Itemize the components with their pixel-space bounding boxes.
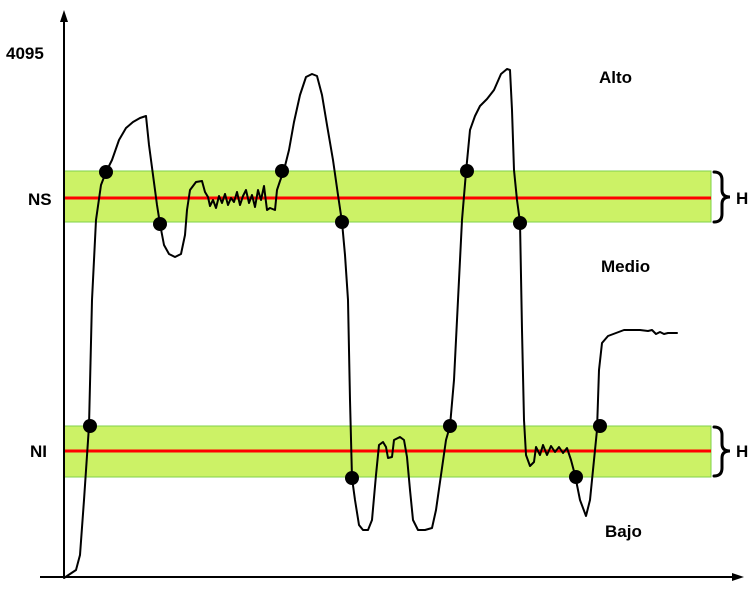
crossing-marker <box>593 419 607 433</box>
upper-hysteresis-brace <box>712 170 731 224</box>
x-axis-arrowhead <box>732 573 744 581</box>
crossing-marker <box>443 419 457 433</box>
crossing-marker <box>569 470 583 484</box>
crossing-marker <box>275 164 289 178</box>
crossing-marker <box>345 471 359 485</box>
crossing-marker <box>460 164 474 178</box>
axes <box>40 10 744 581</box>
crossing-marker <box>513 216 527 230</box>
lower-hysteresis-brace <box>712 425 731 478</box>
zone-medium-label: Medio <box>601 257 650 276</box>
crossing-marker <box>99 165 113 179</box>
y-axis-arrowhead <box>60 10 68 22</box>
crossing-markers <box>83 164 607 485</box>
crossing-marker <box>335 215 349 229</box>
upper-threshold-label: NS <box>28 190 52 209</box>
max-value-label: 4095 <box>6 44 44 63</box>
crossing-marker <box>153 217 167 231</box>
zone-high-label: Alto <box>599 68 632 87</box>
lower-threshold-label: NI <box>30 442 47 461</box>
lower-hysteresis-label: H <box>736 442 748 461</box>
crossing-marker <box>83 419 97 433</box>
signal-trace <box>63 68 678 579</box>
zone-low-label: Bajo <box>605 522 642 541</box>
upper-hysteresis-label: H <box>736 189 748 208</box>
